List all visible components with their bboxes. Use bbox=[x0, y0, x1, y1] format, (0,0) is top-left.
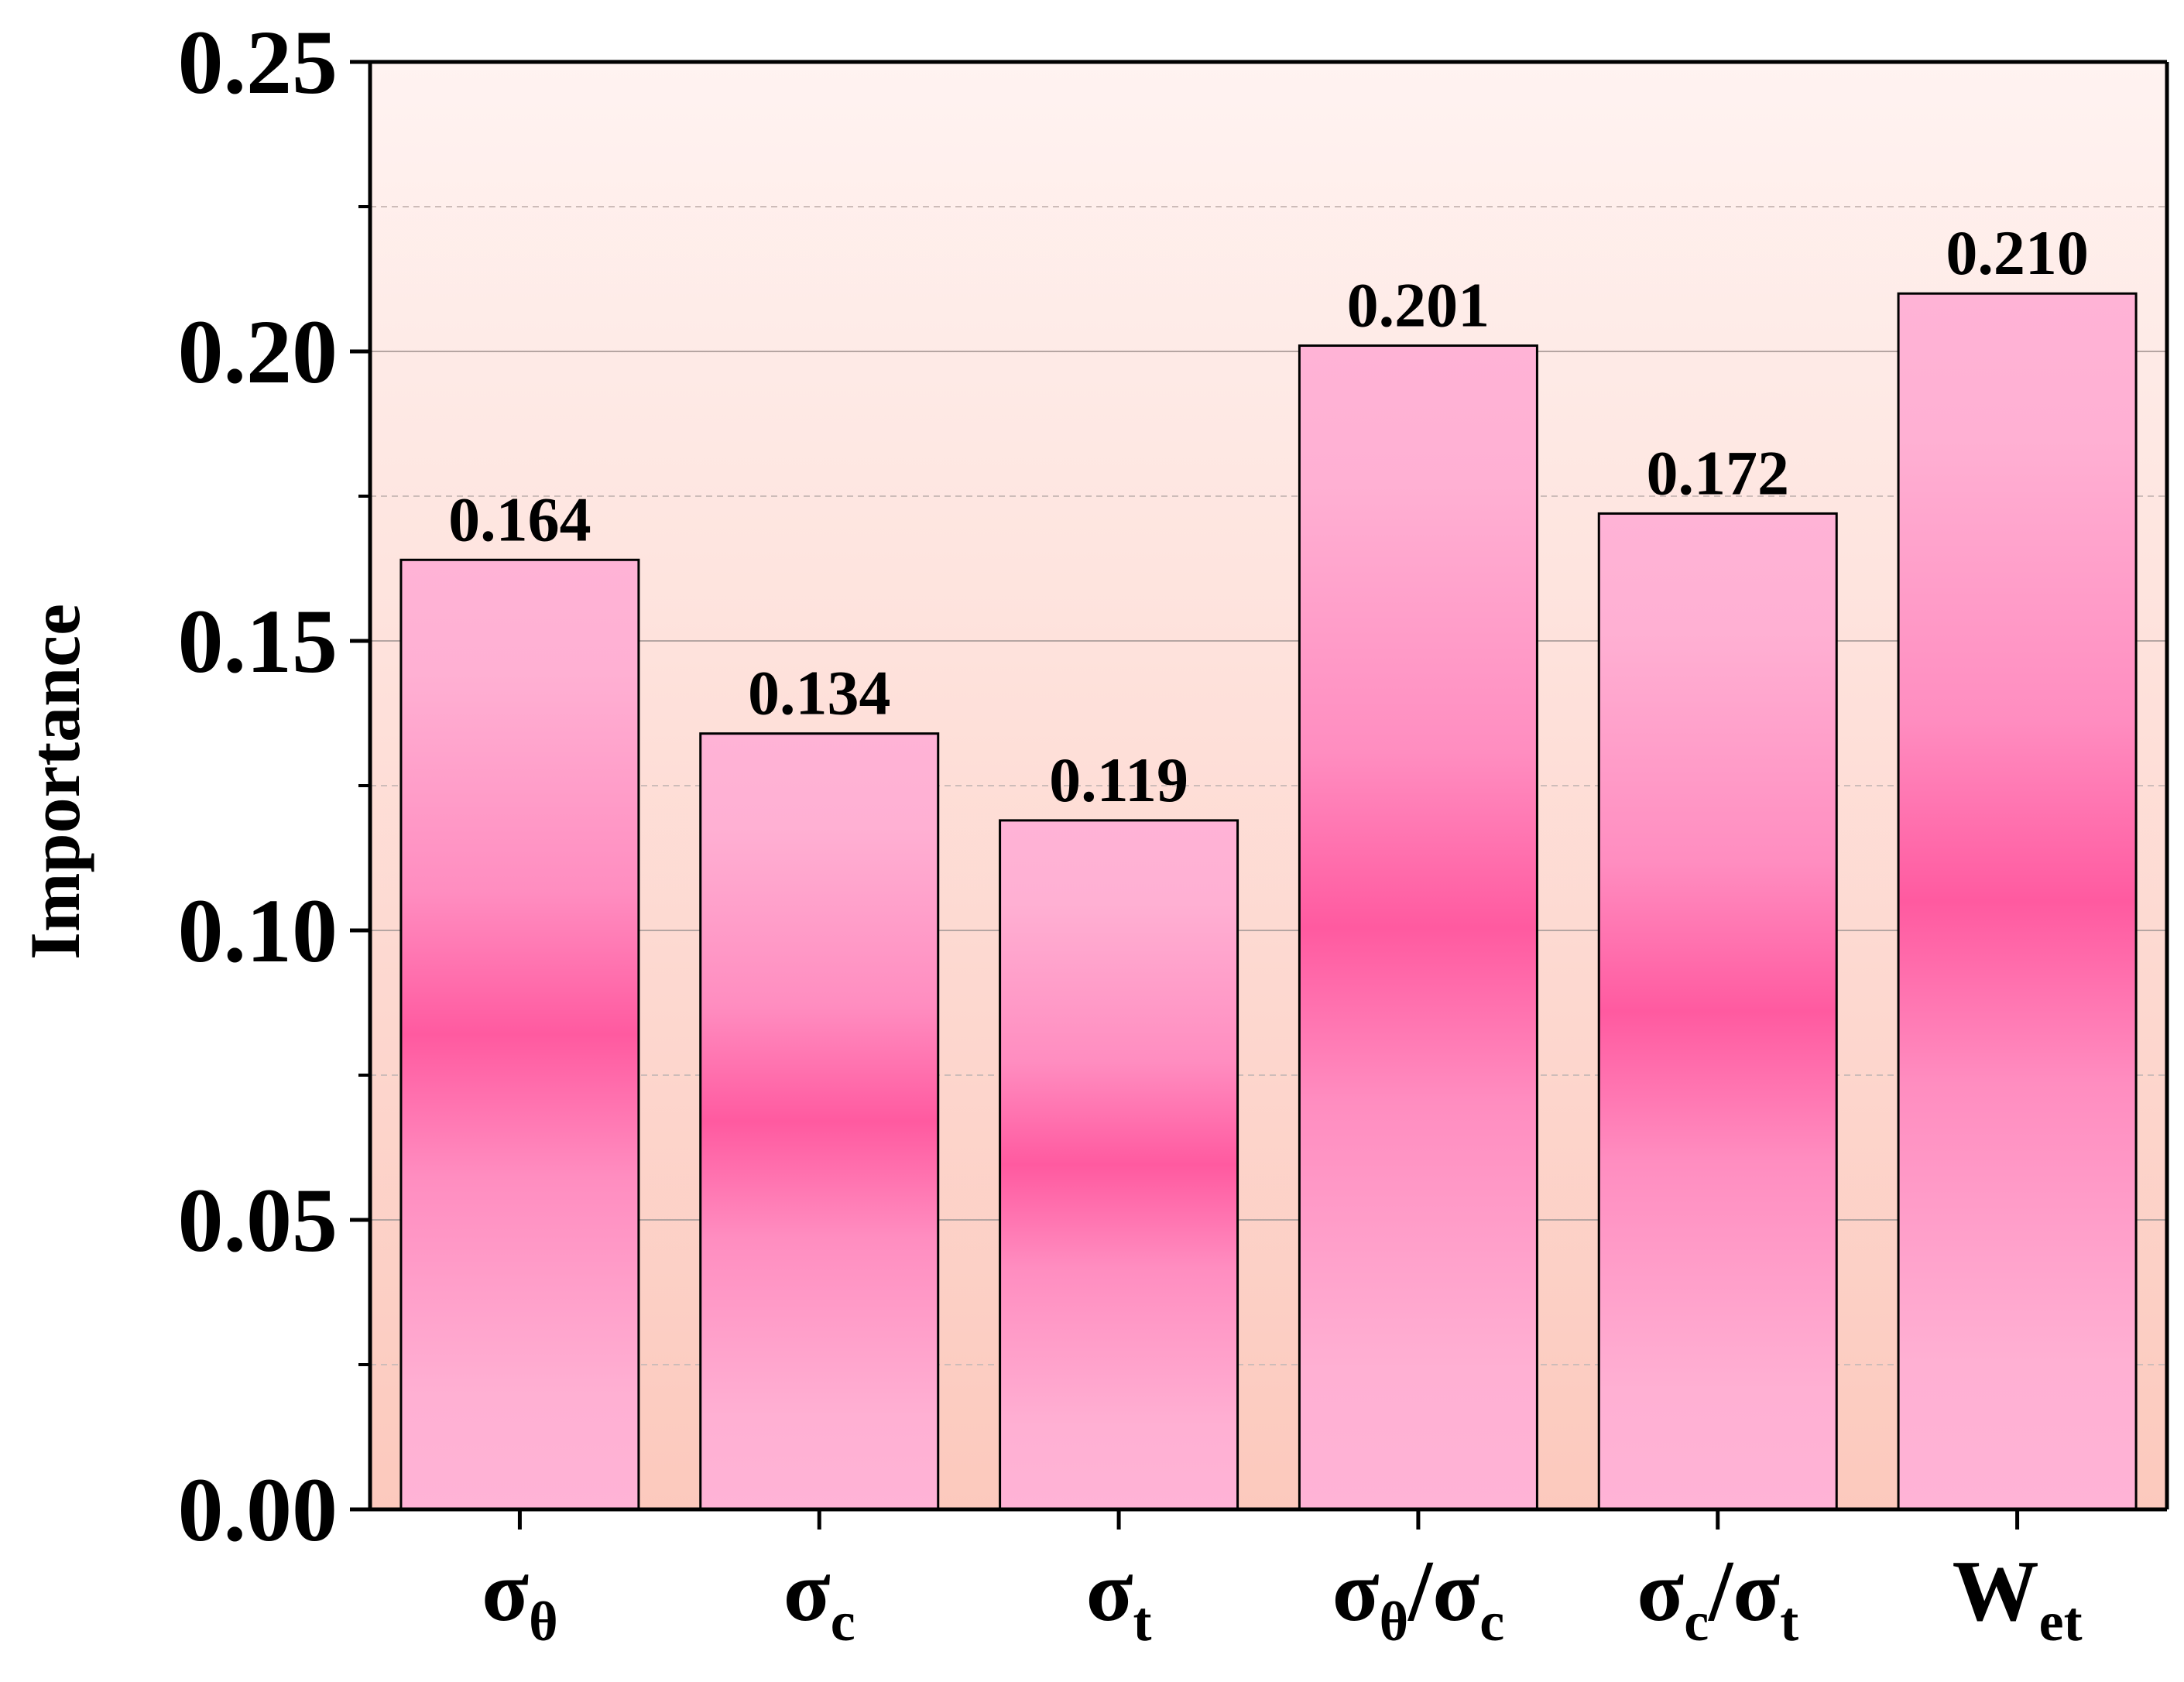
bars bbox=[399, 292, 2138, 1511]
x-category-label: σθ/σc bbox=[1332, 1543, 1505, 1653]
x-category-label: σc/σt bbox=[1637, 1543, 1798, 1653]
bar-value-label: 0.119 bbox=[1049, 745, 1188, 815]
x-category-label: σθ bbox=[482, 1543, 558, 1653]
bar-value-label: 0.201 bbox=[1347, 270, 1490, 341]
x-category-labels: σθ σc σt σθ/σc σc/σt Wet bbox=[482, 1543, 2082, 1653]
bar bbox=[1597, 512, 1838, 1511]
y-tick-labels: 0.00 0.05 0.10 0.15 0.20 0.25 bbox=[178, 12, 338, 1560]
y-tick-label: 0.10 bbox=[178, 880, 338, 981]
bar bbox=[699, 732, 940, 1511]
bar-value-label: 0.172 bbox=[1647, 437, 1790, 508]
y-tick-label: 0.15 bbox=[178, 591, 338, 692]
bar bbox=[1897, 292, 2138, 1511]
y-tick-label: 0.25 bbox=[178, 12, 338, 113]
y-tick-label: 0.00 bbox=[178, 1459, 338, 1560]
bar bbox=[1298, 344, 1538, 1511]
bar bbox=[999, 819, 1239, 1511]
bar-value-labels: 0.164 0.134 0.119 0.201 0.172 0.210 bbox=[448, 218, 2089, 815]
x-category-label: σt bbox=[1086, 1543, 1152, 1653]
axes bbox=[350, 60, 2169, 1530]
y-tick-label: 0.05 bbox=[178, 1170, 338, 1271]
x-category-label: σc bbox=[783, 1543, 855, 1653]
y-axis-title: Importance bbox=[15, 604, 94, 960]
bar-value-label: 0.134 bbox=[748, 658, 891, 728]
y-tick-label: 0.20 bbox=[178, 301, 338, 403]
gridlines bbox=[370, 206, 2167, 1365]
bar-value-label: 0.210 bbox=[1946, 218, 2089, 288]
x-category-label: Wet bbox=[1953, 1543, 2083, 1653]
bar-value-label: 0.164 bbox=[448, 484, 591, 554]
bar bbox=[399, 558, 640, 1511]
